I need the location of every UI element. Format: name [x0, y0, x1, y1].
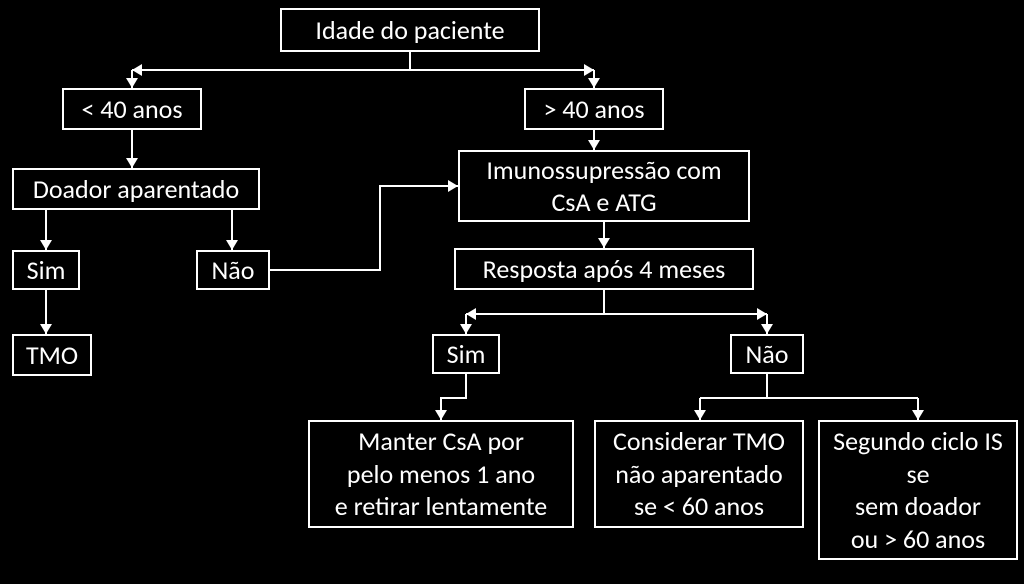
node-sim2: Sim — [432, 334, 500, 374]
node-maintain: Manter CsA porpelo menos 1 anoe retirar … — [308, 420, 574, 528]
node-nao2: Não — [730, 334, 804, 374]
node-nao1: Não — [196, 250, 270, 290]
node-tmo: TMO — [12, 334, 92, 376]
node-second-cycle: Segundo ciclo ISsesem doadorou > 60 anos — [818, 420, 1018, 560]
node-donor-rel: Doador aparentado — [12, 168, 260, 210]
node-consider-tmo: Considerar TMOnão aparentadose < 60 anos — [594, 420, 804, 528]
node-gt40: > 40 anos — [524, 88, 664, 130]
node-immuno: Imunossupressão comCsA e ATG — [458, 150, 750, 222]
node-sim1: Sim — [12, 250, 80, 290]
node-response: Resposta após 4 meses — [454, 248, 754, 290]
node-root: Idade do paciente — [280, 8, 540, 52]
node-lt40: < 40 anos — [62, 88, 202, 130]
